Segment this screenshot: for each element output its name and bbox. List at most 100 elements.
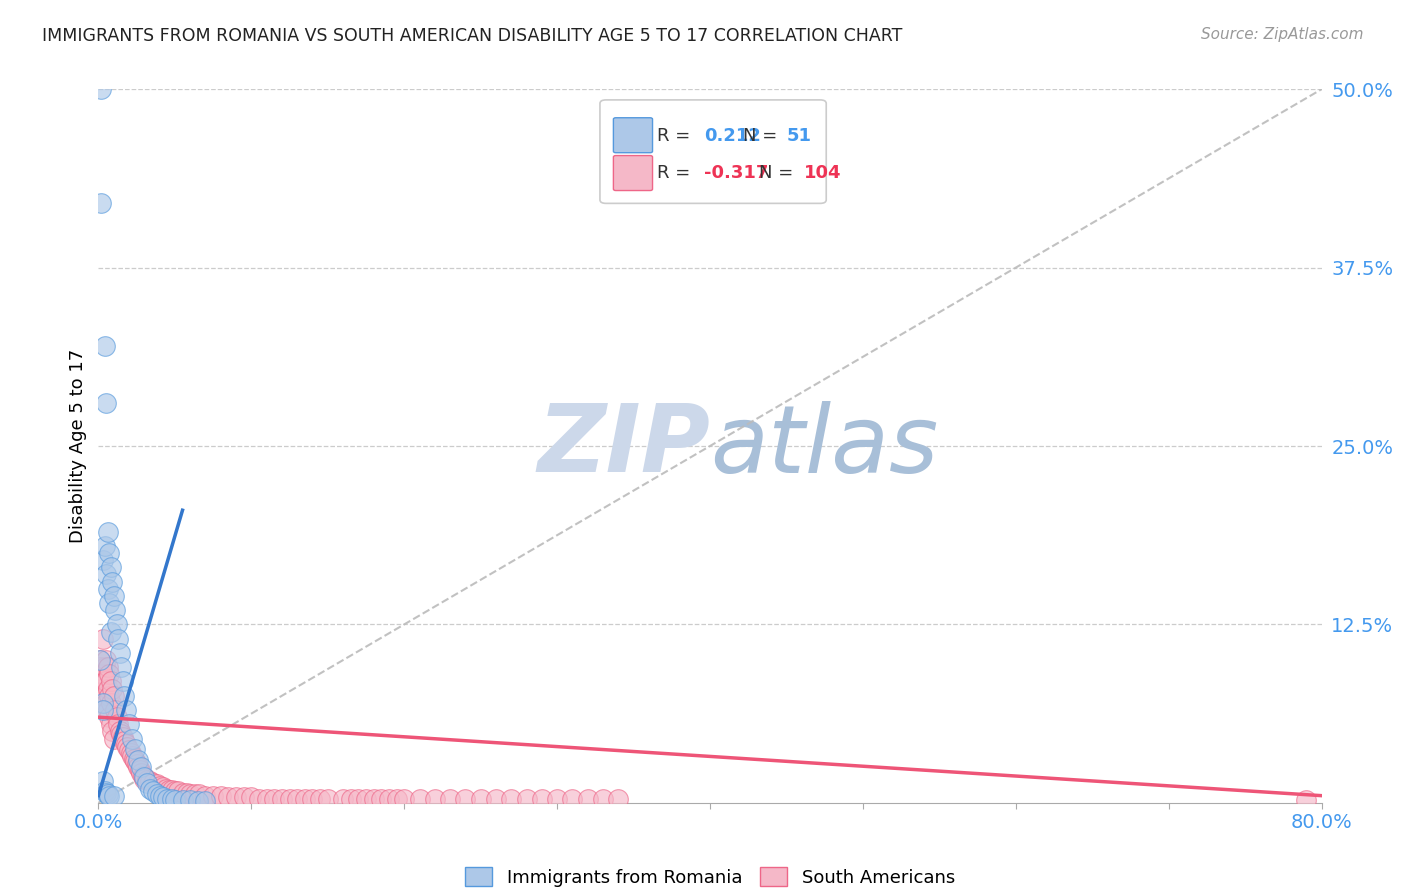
Point bbox=[139, 781, 162, 796]
Text: N =: N = bbox=[742, 127, 783, 145]
Point bbox=[110, 727, 132, 741]
Point bbox=[370, 791, 392, 805]
Point bbox=[232, 790, 254, 805]
Point bbox=[94, 567, 117, 582]
Point bbox=[256, 791, 278, 805]
Point bbox=[163, 784, 186, 798]
Point bbox=[105, 710, 128, 724]
Point bbox=[378, 791, 401, 805]
Point bbox=[209, 789, 232, 803]
Point bbox=[91, 632, 114, 646]
Point bbox=[152, 790, 174, 805]
Point bbox=[107, 717, 129, 731]
Point bbox=[127, 760, 149, 774]
Point bbox=[187, 794, 209, 808]
Point bbox=[516, 791, 538, 805]
Point bbox=[225, 790, 247, 805]
Point bbox=[97, 703, 120, 717]
Point bbox=[122, 751, 145, 765]
Point bbox=[155, 781, 177, 796]
Point bbox=[98, 710, 121, 724]
Text: ZIP: ZIP bbox=[537, 400, 710, 492]
Point bbox=[90, 82, 112, 96]
Point bbox=[93, 784, 115, 798]
Point bbox=[423, 791, 446, 805]
Point bbox=[98, 789, 121, 803]
Point bbox=[263, 791, 285, 805]
Point bbox=[94, 396, 117, 410]
FancyBboxPatch shape bbox=[613, 155, 652, 191]
Point bbox=[94, 653, 117, 667]
Point bbox=[104, 703, 127, 717]
Text: N =: N = bbox=[759, 164, 799, 182]
Text: R =: R = bbox=[658, 127, 696, 145]
Text: 51: 51 bbox=[787, 127, 813, 145]
Point bbox=[530, 791, 553, 805]
Point bbox=[125, 757, 148, 772]
Point bbox=[89, 653, 111, 667]
Point bbox=[139, 774, 162, 789]
Point bbox=[149, 779, 172, 793]
Point bbox=[105, 617, 128, 632]
Point bbox=[546, 791, 568, 805]
Point bbox=[90, 667, 112, 681]
Point bbox=[93, 674, 115, 689]
Point bbox=[101, 574, 124, 589]
Point bbox=[127, 753, 149, 767]
Point bbox=[103, 731, 125, 746]
Text: -0.317: -0.317 bbox=[704, 164, 768, 182]
Point bbox=[149, 789, 172, 803]
Point bbox=[100, 717, 122, 731]
Point bbox=[100, 560, 122, 574]
Point bbox=[439, 791, 461, 805]
Point bbox=[134, 770, 156, 784]
Point bbox=[145, 777, 167, 791]
Point bbox=[103, 689, 125, 703]
Point bbox=[132, 769, 155, 783]
Point bbox=[247, 791, 270, 805]
Point bbox=[115, 703, 138, 717]
Point bbox=[124, 741, 146, 756]
Point bbox=[392, 791, 416, 805]
Point bbox=[97, 787, 120, 801]
Point bbox=[129, 760, 152, 774]
Point bbox=[128, 763, 150, 777]
Point bbox=[121, 731, 143, 746]
Point bbox=[157, 783, 180, 797]
Legend: Immigrants from Romania, South Americans: Immigrants from Romania, South Americans bbox=[465, 867, 955, 887]
Point bbox=[103, 589, 125, 603]
Point bbox=[98, 596, 121, 610]
Point bbox=[454, 791, 477, 805]
Point bbox=[152, 780, 174, 794]
Point bbox=[91, 689, 114, 703]
Point bbox=[103, 789, 125, 803]
Point bbox=[91, 774, 114, 789]
Point bbox=[93, 539, 115, 553]
Point bbox=[117, 740, 139, 755]
Text: atlas: atlas bbox=[710, 401, 938, 491]
Point bbox=[240, 790, 263, 805]
Point bbox=[485, 791, 508, 805]
Point bbox=[112, 734, 135, 748]
Point bbox=[98, 689, 121, 703]
Point bbox=[118, 743, 141, 757]
Point bbox=[160, 791, 183, 805]
Point bbox=[91, 667, 114, 681]
Point bbox=[97, 582, 120, 596]
Point bbox=[347, 791, 370, 805]
Point bbox=[172, 793, 194, 807]
Point bbox=[121, 748, 143, 763]
FancyBboxPatch shape bbox=[613, 118, 652, 153]
Point bbox=[202, 789, 225, 803]
Point bbox=[89, 660, 111, 674]
Text: R =: R = bbox=[658, 164, 696, 182]
Point bbox=[94, 786, 117, 800]
Point bbox=[91, 703, 114, 717]
Point bbox=[111, 730, 134, 744]
Point bbox=[145, 787, 167, 801]
Point bbox=[136, 776, 159, 790]
Text: IMMIGRANTS FROM ROMANIA VS SOUTH AMERICAN DISABILITY AGE 5 TO 17 CORRELATION CHA: IMMIGRANTS FROM ROMANIA VS SOUTH AMERICA… bbox=[42, 27, 903, 45]
Y-axis label: Disability Age 5 to 17: Disability Age 5 to 17 bbox=[69, 349, 87, 543]
Point bbox=[592, 791, 614, 805]
Point bbox=[112, 689, 135, 703]
